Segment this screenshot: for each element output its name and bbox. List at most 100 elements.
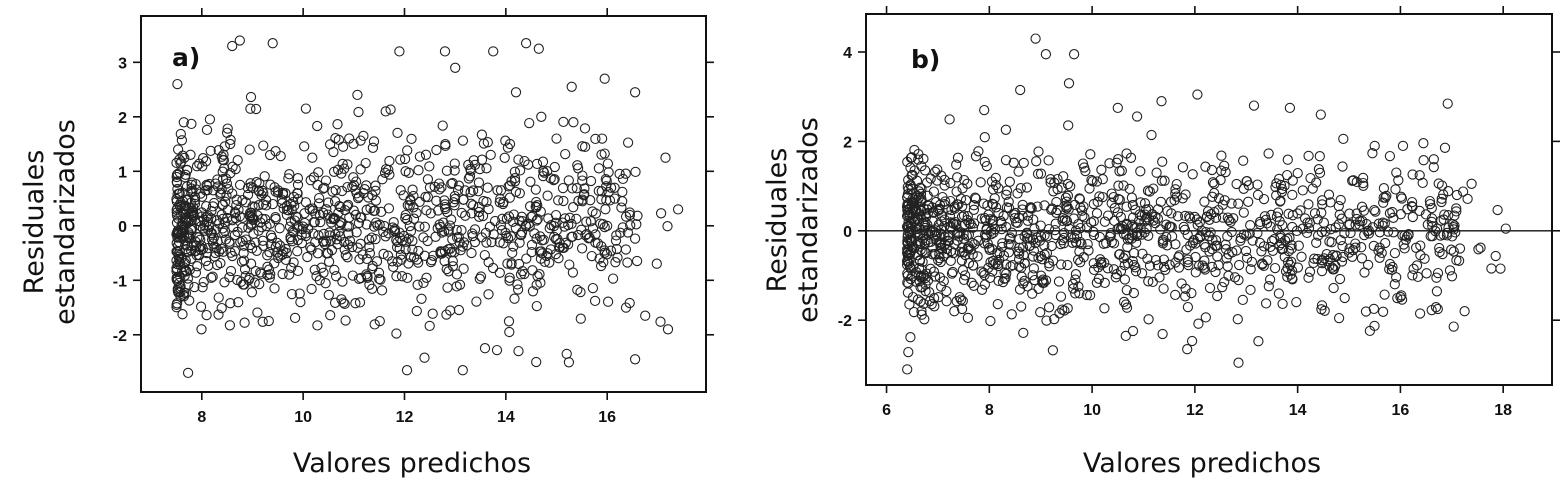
data-point [219, 226, 231, 237]
data-point [966, 277, 977, 288]
data-point [486, 236, 497, 248]
data-point [457, 135, 469, 146]
data-point [1316, 300, 1328, 311]
data-point [467, 185, 479, 196]
data-point [450, 62, 461, 73]
data-point [984, 272, 996, 284]
data-point [1282, 233, 1293, 244]
data-point [206, 272, 217, 283]
data-point [492, 185, 503, 196]
data-point [1197, 260, 1208, 271]
data-point [503, 181, 514, 192]
data-point [402, 200, 413, 211]
data-point [953, 199, 964, 210]
data-point [1191, 214, 1203, 225]
data-point [590, 208, 602, 219]
data-point [905, 332, 916, 343]
data-point [1325, 197, 1336, 208]
data-point [248, 213, 259, 224]
x-tick-label: 16 [598, 409, 616, 426]
data-point [1384, 208, 1396, 219]
data-point [1431, 286, 1443, 297]
data-point [225, 298, 236, 309]
data-point [952, 152, 964, 163]
data-point [949, 306, 960, 317]
data-point [549, 174, 560, 185]
data-point [655, 208, 667, 219]
data-point [1049, 224, 1061, 236]
data-point [928, 266, 940, 277]
data-point [1319, 253, 1330, 264]
data-point [585, 195, 596, 206]
data-point [1084, 183, 1095, 194]
data-point [1308, 257, 1319, 269]
data-point [439, 255, 450, 267]
data-point [586, 250, 597, 262]
data-point [912, 294, 924, 305]
data-point [629, 87, 641, 98]
data-point [989, 193, 1000, 204]
data-point [1238, 155, 1249, 166]
data-point [1073, 281, 1084, 292]
data-point [1071, 237, 1082, 248]
data-point [998, 210, 1009, 222]
data-point [458, 194, 469, 205]
data-point [1172, 211, 1184, 222]
data-point [257, 235, 268, 246]
data-point [1263, 281, 1274, 292]
data-point [384, 155, 395, 167]
data-point [1070, 274, 1081, 285]
data-point [587, 206, 598, 217]
data-point [1411, 260, 1423, 271]
data-point [514, 237, 525, 248]
data-point [1129, 223, 1140, 234]
data-point [1401, 231, 1413, 242]
data-point [449, 200, 460, 211]
data-point [254, 178, 265, 189]
data-point [1096, 257, 1107, 268]
data-point [374, 315, 385, 327]
data-point [1096, 164, 1107, 175]
data-point [218, 246, 229, 257]
data-point [205, 145, 216, 157]
data-point [1044, 261, 1055, 272]
data-point [1108, 191, 1119, 203]
data-point [180, 169, 191, 180]
data-point [1357, 177, 1369, 189]
data-point [600, 173, 611, 185]
data-point [629, 233, 641, 244]
plot-frame-b [865, 13, 1553, 386]
data-point [447, 255, 458, 267]
data-point [571, 183, 582, 194]
data-point [284, 169, 295, 180]
data-point [342, 181, 353, 193]
data-point [1178, 221, 1189, 233]
data-point [401, 365, 413, 376]
data-point [1217, 281, 1228, 293]
data-point [919, 220, 931, 231]
data-point [359, 184, 370, 195]
data-point [280, 188, 291, 199]
data-point [1307, 183, 1318, 194]
data-point [1396, 193, 1408, 204]
data-point [246, 287, 258, 298]
data-point [502, 232, 514, 244]
data-point [549, 231, 560, 243]
data-point [431, 144, 442, 156]
data-point [568, 202, 579, 213]
data-point [962, 312, 974, 324]
data-point [1006, 309, 1017, 320]
data-point [347, 270, 358, 281]
data-point [934, 236, 945, 248]
data-point [1428, 161, 1439, 173]
data-point [1207, 234, 1218, 246]
data-point [219, 277, 230, 288]
data-point [923, 229, 934, 241]
data-point [929, 271, 941, 282]
data-point [558, 116, 569, 128]
data-point [449, 158, 460, 169]
data-point [1451, 189, 1463, 201]
data-point [515, 229, 526, 241]
data-point [524, 117, 535, 129]
data-point [517, 216, 528, 227]
